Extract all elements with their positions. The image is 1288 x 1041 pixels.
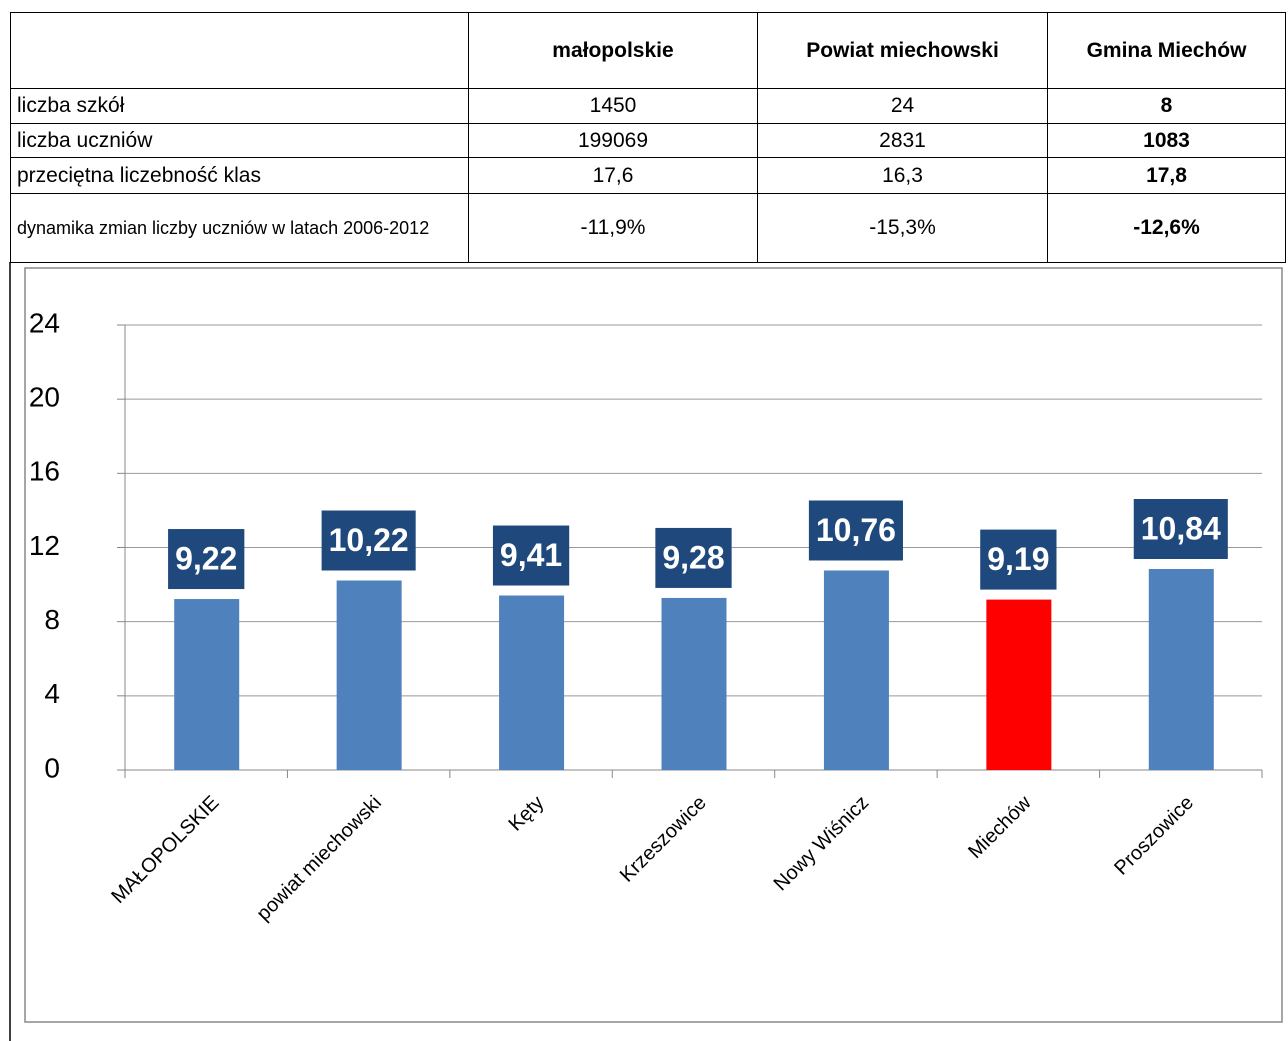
table-row: dynamika zmian liczby uczniów w latach 2…: [10, 193, 1286, 263]
data-label: 10,22: [329, 522, 409, 558]
bar: [1148, 569, 1214, 770]
corner-cell: [10, 12, 469, 89]
table-cell: 8: [1047, 88, 1286, 124]
table-cell: -11,9%: [468, 193, 758, 263]
y-tick-label: 16: [29, 456, 60, 487]
row-label: dynamika zmian liczby uczniów w latach 2…: [10, 193, 469, 263]
x-tick-label: powiat miechowski: [252, 792, 385, 925]
column-header: Powiat miechowski: [757, 12, 1048, 89]
bar: [174, 599, 240, 770]
y-tick-label: 8: [44, 604, 60, 635]
y-tick-label: 24: [29, 307, 60, 338]
bar: [823, 570, 889, 770]
table-row: liczba uczniów 199069 2831 1083: [10, 123, 1286, 158]
data-label: 9,41: [500, 537, 562, 573]
row-label: liczba szkół: [10, 88, 469, 124]
row-label: przeciętna liczebność klas: [10, 157, 469, 194]
y-tick-label: 0: [44, 752, 60, 783]
table-cell: 24: [757, 88, 1048, 124]
data-label-box: [808, 500, 903, 561]
data-label-box: [168, 529, 245, 590]
bar: [499, 595, 565, 770]
data-label: 9,22: [175, 540, 237, 576]
y-tick-label: 12: [29, 530, 60, 561]
bar: [336, 580, 402, 770]
chart-frame: [24, 267, 1283, 1023]
y-tick-label: 4: [44, 678, 60, 709]
table-cell: 2831: [757, 123, 1048, 158]
bar: [986, 599, 1052, 770]
table-cell: 199069: [468, 123, 758, 158]
x-tick-label: Nowy Wiśnicz: [770, 792, 874, 896]
table-row: liczba szkół 1450 24 8: [10, 88, 1286, 124]
chart: 0 4 8 12 16 20 24 MAŁOPOLSKIE 9,22 powiat miechow…: [9, 262, 1283, 1041]
table-cell: -12,6%: [1047, 193, 1286, 263]
column-header: Gmina Miechów: [1047, 12, 1286, 89]
data-label-box: [980, 529, 1057, 590]
y-tick-label: 20: [29, 382, 60, 413]
table-cell: 17,8: [1047, 157, 1286, 194]
table-cell: 1450: [468, 88, 758, 124]
x-tick-label: Proszowice: [1110, 792, 1198, 880]
header-row: małopolskie Powiat miechowski Gmina Miec…: [10, 12, 1286, 89]
data-label: 9,28: [662, 539, 724, 575]
table-cell: 16,3: [757, 157, 1048, 194]
table-cell: -15,3%: [757, 193, 1048, 263]
data-label-box: [321, 510, 416, 571]
data-label-box: [492, 525, 570, 586]
column-header: małopolskie: [468, 12, 758, 89]
data-label-box: [1133, 499, 1228, 560]
bar: [661, 597, 727, 770]
table-cell: 17,6: [468, 157, 758, 194]
data-label: 10,76: [816, 512, 896, 548]
row-label: liczba uczniów: [10, 123, 469, 158]
x-tick-label: Krzeszowice: [616, 792, 711, 887]
data-label: 9,19: [987, 541, 1049, 577]
data-label: 10,84: [1141, 510, 1221, 546]
x-tick-label: Miechów: [964, 791, 1036, 863]
data-label-box: [655, 527, 732, 588]
x-tick-label: MAŁOPOLSKIE: [107, 792, 223, 908]
x-tick-label: Kęty: [504, 792, 548, 836]
table-row: przeciętna liczebność klas 17,6 16,3 17,8: [10, 157, 1286, 194]
table-cell: 1083: [1047, 123, 1286, 158]
summary-table: małopolskie Powiat miechowski Gmina Miec…: [10, 12, 1286, 263]
